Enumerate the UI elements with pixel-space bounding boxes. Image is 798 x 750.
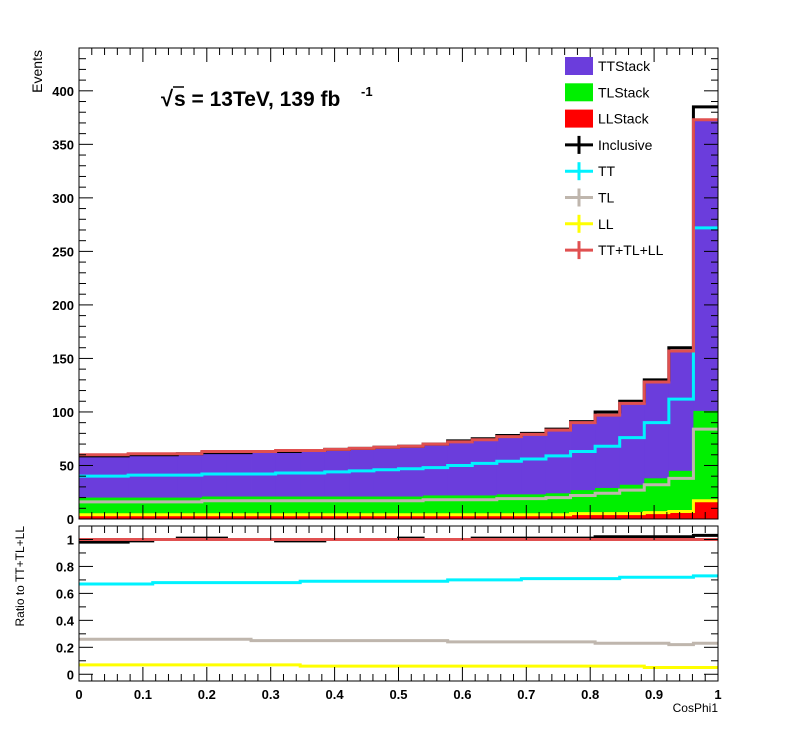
stack-bar-llstack [128,514,154,519]
stack-bar-llstack [570,513,596,519]
legend-label: LL [598,216,614,232]
stack-bar-llstack [693,500,719,519]
ratio-y-axis-label: Ratio to TT+TL+LL [13,526,27,627]
x-tick-label: 0.8 [581,687,599,702]
stack-bar-llstack [595,513,621,519]
stack-bar-llstack [619,513,645,519]
top-x-ticks [78,48,719,519]
energy-lumi-annotation: √ s = 13TeV, 139 fb -1 [161,84,373,111]
line-ll [79,499,718,517]
x-tick-label: 0.2 [198,687,216,702]
legend-label: TL [598,190,615,206]
y-tick-label: 400 [52,84,74,99]
stack-bar-llstack [447,514,473,519]
y-tick-label: 350 [52,137,74,152]
annotation-superscript: -1 [361,84,373,99]
annotation-text: s = 13TeV, 139 fb [174,88,340,111]
stack-bar-llstack [373,514,399,519]
stack-bar-llstack [349,514,375,519]
ratio-y-tick-label: 0 [67,667,74,682]
x-tick-label: 0.1 [134,687,152,702]
stack-bar-llstack [472,514,498,519]
ratio-line-tt [79,574,718,586]
stack-bar-llstack [644,512,670,519]
overlay-lines [79,105,718,517]
x-tick-label: 0 [75,687,82,702]
stack-layers [79,119,719,519]
x-tick-label: 0.9 [645,687,663,702]
legend-label: TLStack [598,84,650,100]
x-axis-label: CosPhi1 [673,701,719,715]
y-tick-label: 250 [52,244,74,259]
y-axis-label: Events [29,50,45,93]
ratio-y-tick-label: 1 [67,532,74,547]
legend: TTStack TLStack LLStack Inclusive TT TL LL TT+T… [565,57,664,260]
y-tick-label: 100 [52,405,74,420]
y-tick-label: 150 [52,351,74,366]
stack-bar-llstack [177,514,203,519]
x-tick-label: 0.5 [389,687,407,702]
legend-swatch-ttstack [565,57,593,75]
ratio-panel: 0 0.2 0.4 0.6 0.8 1 0 0.1 0.2 0.3 0.4 0.5 0.6 0.7 0.8… [13,525,722,715]
stack-bar-llstack [201,514,227,519]
x-tick-label: 1 [714,687,721,702]
ratio-y-tick-label: 0.8 [56,559,74,574]
legend-label: Inclusive [598,137,653,153]
y-tick-label: 200 [52,298,74,313]
ratio-lines [79,533,718,670]
ratio-y-tick-label: 0.4 [56,613,75,628]
legend-label: TT [598,163,616,179]
line-tt [79,226,718,478]
stack-bar-llstack [423,514,449,519]
legend-label: TTStack [598,58,651,74]
sqrt-symbol: √ [161,86,174,111]
stack-bar-llstack [152,514,178,519]
legend-label: LLStack [598,111,650,127]
stack-bar-tlstack [423,495,449,519]
top-y-ticks: 0 50 100 150 200 250 300 350 400 [52,47,718,527]
x-tick-label: 0.4 [326,687,345,702]
ratio-line-ll [79,663,718,670]
stack-bar-llstack [300,514,326,519]
ratio-plot-frame [78,525,719,682]
line-tl [79,427,718,504]
stack-bar-llstack [103,514,129,519]
y-tick-label: 0 [67,512,74,527]
stack-bar-llstack [668,511,694,519]
ratio-x-ticks: 0 0.1 0.2 0.3 0.4 0.5 0.6 0.7 0.8 0.9 1 [75,526,722,702]
line-tt-tl-ll [79,118,718,457]
x-tick-label: 0.6 [453,687,471,702]
stack-bar-llstack [521,514,547,519]
ratio-y-tick-label: 0.6 [56,586,74,601]
stack-bar-llstack [251,514,277,519]
stack-bar-llstack [226,514,252,519]
stack-bar-tlstack [447,495,473,519]
ratio-y-ticks: 0 0.2 0.4 0.6 0.8 1 [56,532,718,682]
y-tick-label: 50 [60,458,74,473]
legend-swatch-llstack [565,109,593,128]
ratio-line-tl [79,637,718,647]
legend-label: TT+TL+LL [598,242,664,258]
top-panel: 0 50 100 150 200 250 300 350 400 Events √ s = 13… [29,47,719,527]
y-tick-label: 300 [52,191,74,206]
ratio-y-tick-label: 0.2 [56,640,74,655]
x-tick-label: 0.3 [262,687,280,702]
stack-bar-llstack [545,514,571,519]
stack-bar-llstack [275,514,301,519]
stack-bar-llstack [496,514,522,519]
stack-bar-tlstack [472,495,498,519]
legend-swatch-tlstack [565,83,593,102]
x-tick-label: 0.7 [517,687,535,702]
stack-bar-llstack [324,514,350,519]
